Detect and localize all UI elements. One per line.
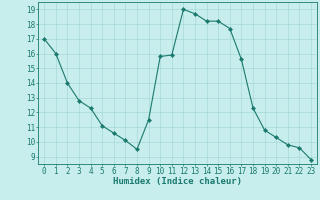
X-axis label: Humidex (Indice chaleur): Humidex (Indice chaleur) [113,177,242,186]
